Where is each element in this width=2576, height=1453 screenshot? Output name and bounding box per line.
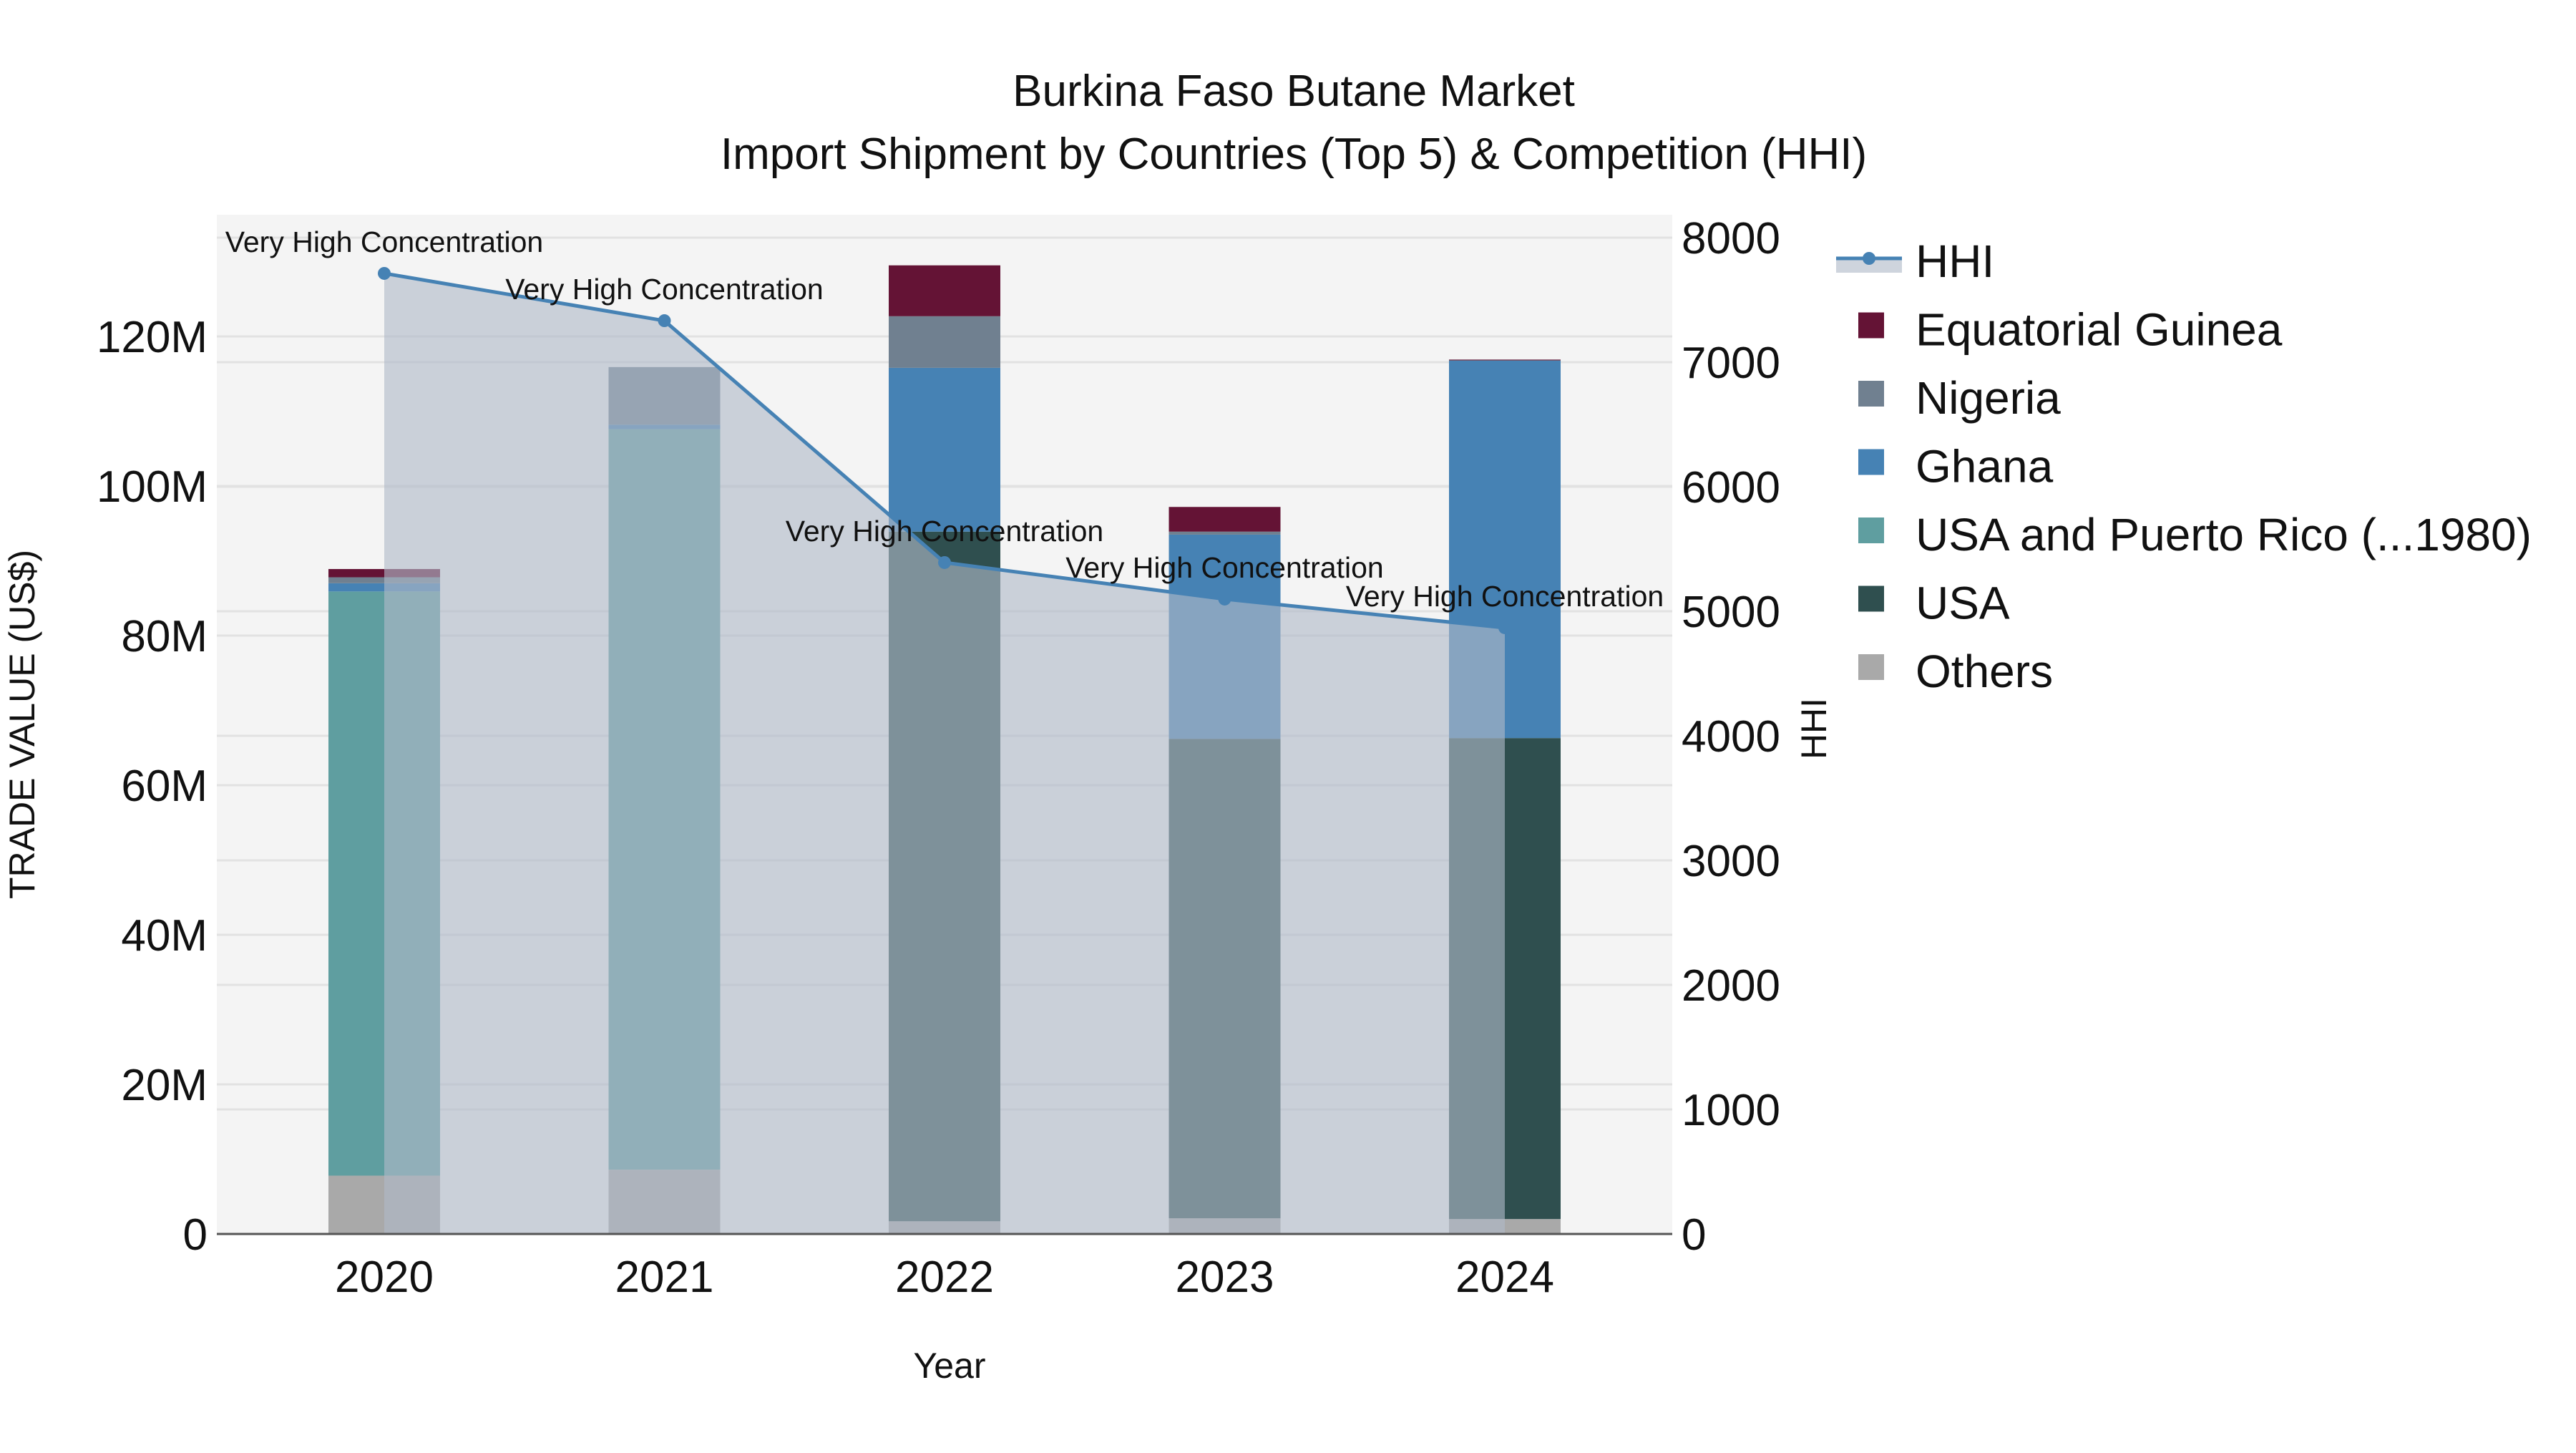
legend-label: USA and Puerto Rico (...1980) — [1916, 509, 2532, 560]
y-right-tick: 5000 — [1682, 588, 1780, 637]
x-tick-2021: 2021 — [615, 1253, 714, 1302]
legend-item-nigeria[interactable]: Nigeria — [1858, 372, 2061, 424]
hhi-area — [384, 273, 1505, 1234]
hhi-annotation: Very High Concentration — [1065, 551, 1383, 584]
y-left-tick: 40M — [121, 911, 208, 961]
y-right-tick: 7000 — [1682, 339, 1780, 388]
y-left-tick: 60M — [121, 762, 208, 811]
bar-segment-nigeria[interactable] — [889, 316, 1000, 368]
legend: HHI Equatorial Guinea Nigeria Ghana USA and … — [1836, 235, 2532, 697]
legend-swatch-icon — [1858, 381, 1884, 407]
bar-segment-equatorial_guinea[interactable] — [1169, 507, 1281, 532]
y-left-axis-title: TRADE VALUE (US$) — [2, 550, 42, 899]
hhi-line-series — [378, 266, 1511, 634]
hhi-area-fill — [384, 273, 1505, 1234]
x-tick-2020: 2020 — [335, 1253, 434, 1302]
y-left-tick: 100M — [97, 462, 208, 512]
chart-title: Burkina Faso Butane Market Import Shipme… — [721, 67, 1867, 179]
y-left-tick: 120M — [97, 313, 208, 362]
bar-segment-equatorial_guinea[interactable] — [889, 265, 1000, 316]
hhi-point-2021[interactable] — [658, 314, 671, 328]
legend-item-usa_pr[interactable]: USA and Puerto Rico (...1980) — [1858, 509, 2532, 560]
bar-segment-equatorial_guinea[interactable] — [1449, 359, 1561, 361]
x-tick-2022: 2022 — [895, 1253, 994, 1302]
y-left-axis-ticks: 0 20M 40M 60M 80M 100M 120M — [97, 313, 208, 1260]
y-left-tick: 80M — [121, 612, 208, 661]
chart-title-line2: Import Shipment by Countries (Top 5) & C… — [721, 130, 1867, 179]
legend-item-equatorial_guinea[interactable]: Equatorial Guinea — [1858, 304, 2283, 356]
legend-label: HHI — [1916, 235, 1994, 287]
bar-segment-nigeria[interactable] — [1169, 531, 1281, 535]
x-tick-2023: 2023 — [1176, 1253, 1274, 1302]
legend-label: USA — [1916, 578, 2010, 629]
legend-item-hhi[interactable]: HHI — [1836, 235, 1994, 287]
legend-label: Nigeria — [1916, 372, 2061, 424]
legend-swatch-icon — [1858, 654, 1884, 680]
legend-label: Ghana — [1916, 441, 2054, 492]
hhi-point-2024[interactable] — [1498, 621, 1511, 634]
chart-title-line1: Burkina Faso Butane Market — [1013, 67, 1575, 116]
hhi-point-2022[interactable] — [938, 555, 951, 569]
legend-area-swatch — [1836, 258, 1902, 273]
legend-swatch-icon — [1858, 517, 1884, 543]
hhi-annotation: Very High Concentration — [786, 515, 1103, 548]
legend-swatch-icon — [1858, 585, 1884, 612]
legend-marker-icon — [1863, 252, 1875, 265]
y-right-tick: 3000 — [1682, 837, 1780, 886]
hhi-annotation: Very High Concentration — [225, 225, 543, 258]
y-right-axis-ticks: 0 1000 2000 3000 4000 5000 6000 7000 8000 — [1682, 214, 1780, 1260]
hhi-point-2023[interactable] — [1218, 592, 1231, 606]
y-right-tick: 8000 — [1682, 214, 1780, 263]
y-left-tick: 0 — [183, 1210, 208, 1260]
hhi-annotation: Very High Concentration — [505, 273, 823, 306]
x-axis-ticks: 2020 2021 2022 2023 2024 — [335, 1253, 1554, 1302]
legend-swatch-icon — [1858, 449, 1884, 475]
legend-item-others[interactable]: Others — [1858, 646, 2053, 697]
y-right-tick: 0 — [1682, 1210, 1706, 1260]
bar-segment-ghana[interactable] — [889, 367, 1000, 532]
bar-segment-nigeria[interactable] — [1449, 359, 1561, 361]
hhi-point-2020[interactable] — [378, 266, 391, 280]
legend-item-ghana[interactable]: Ghana — [1858, 441, 2054, 492]
legend-label: Equatorial Guinea — [1916, 304, 2283, 356]
legend-item-usa[interactable]: USA — [1858, 578, 2010, 629]
y-right-tick: 4000 — [1682, 712, 1780, 762]
hhi-annotation: Very High Concentration — [1346, 580, 1664, 613]
y-right-tick: 1000 — [1682, 1086, 1780, 1135]
y-left-tick: 20M — [121, 1061, 208, 1110]
x-tick-2024: 2024 — [1455, 1253, 1554, 1302]
legend-swatch-icon — [1858, 312, 1884, 339]
y-right-tick: 6000 — [1682, 463, 1780, 512]
x-axis-title: Year — [913, 1346, 985, 1386]
y-right-tick: 2000 — [1682, 961, 1780, 1011]
y-right-axis-title: HHI — [1794, 698, 1834, 759]
legend-label: Others — [1916, 646, 2053, 697]
